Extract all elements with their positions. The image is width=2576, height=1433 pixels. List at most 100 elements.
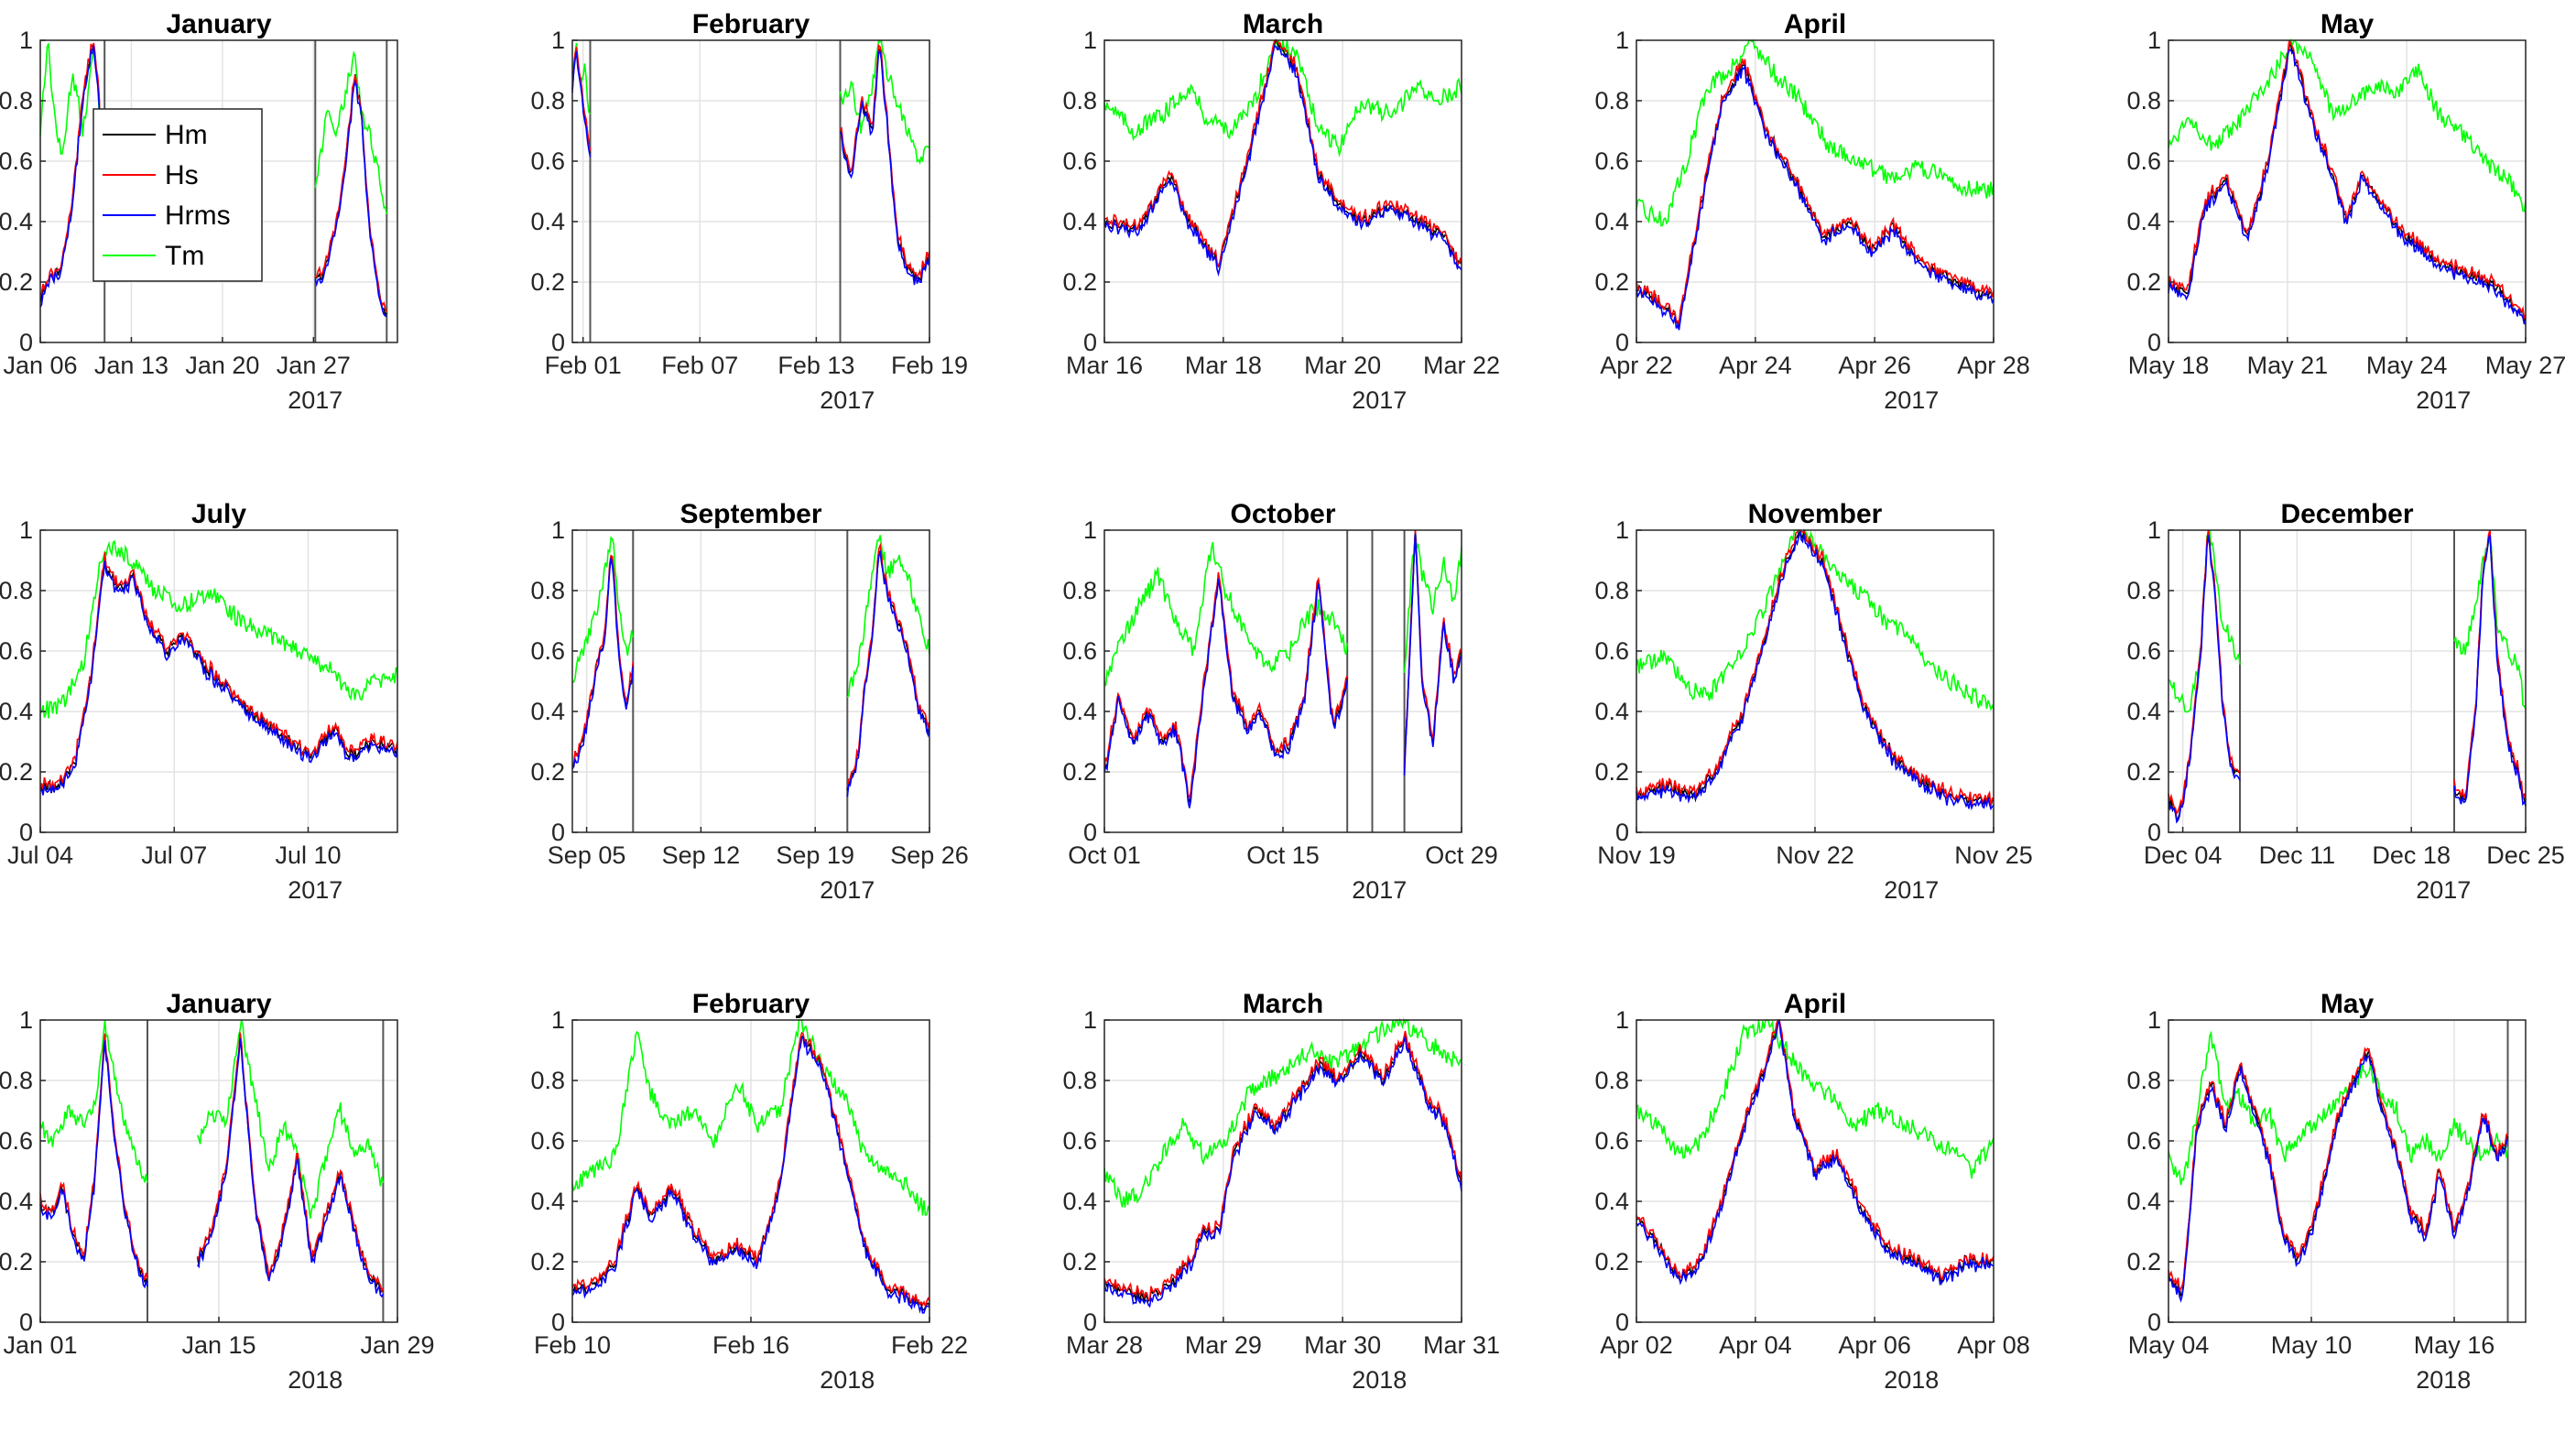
x-tick-label: Mar 22 — [1423, 352, 1500, 379]
y-tick-label: 0.6 — [0, 1127, 33, 1155]
y-tick-label: 0 — [1615, 819, 1629, 846]
series-line-hrms — [2453, 535, 2527, 807]
series-line-hs — [2168, 1047, 2509, 1293]
y-tick-label: 0.6 — [530, 637, 565, 665]
x-tick-label: May 18 — [2128, 352, 2210, 379]
y-tick-label: 0.4 — [0, 698, 33, 725]
year-label: 2018 — [1352, 1366, 1407, 1394]
legend-label: Hm — [165, 120, 208, 150]
panel-title: February — [692, 9, 810, 39]
legend-box — [92, 108, 263, 282]
panel-9: 0 0.2 0.4 0.6 0.8 1 Dec 04 Dec 11 Dec 18 Dec 25 20… — [2126, 499, 2564, 904]
panel-6: 0 0.2 0.4 0.6 0.8 1 Sep 05 Sep 12 Sep 19 Sep 26 20… — [530, 499, 968, 904]
x-tick-label: Apr 08 — [1957, 1331, 2030, 1359]
x-tick-label: Jan 27 — [277, 352, 351, 379]
series-line-tm — [1103, 542, 1348, 687]
y-tick-label: 0.6 — [2126, 1127, 2161, 1155]
y-tick-label: 0.8 — [1062, 87, 1097, 114]
x-tick-label: Mar 28 — [1066, 1331, 1143, 1359]
series-line-hs — [1636, 1019, 1994, 1281]
y-tick-label: 0.8 — [2126, 1067, 2161, 1094]
axes-box — [1103, 1019, 1462, 1323]
panel-2: 0 0.2 0.4 0.6 0.8 1 Mar 16 Mar 18 Mar 20 Mar 22 20… — [1062, 9, 1500, 414]
y-tick-label: 0.4 — [2126, 698, 2161, 725]
y-tick-label: 0.2 — [2126, 1248, 2161, 1276]
year-label: 2017 — [820, 876, 875, 904]
y-tick-label: 0.8 — [530, 1067, 565, 1094]
year-label: 2017 — [1352, 876, 1407, 904]
year-label: 2017 — [288, 876, 342, 904]
y-tick-label: 0.4 — [1594, 1188, 1629, 1215]
series-line-hrms — [840, 50, 930, 286]
y-tick-label: 0.2 — [1594, 1248, 1629, 1276]
panel-title: March — [1243, 9, 1323, 39]
series-line-hrms — [196, 1038, 385, 1298]
y-tick-label: 0.6 — [1594, 1127, 1629, 1155]
series-line-hrms — [1103, 44, 1462, 277]
y-tick-label: 0.4 — [0, 1188, 33, 1215]
year-label: 2017 — [1352, 386, 1407, 414]
y-tick-label: 0.2 — [0, 1248, 33, 1276]
plot-area — [1104, 40, 1462, 342]
y-tick-label: 1 — [551, 516, 565, 544]
panel-title: April — [1784, 9, 1846, 39]
x-tick-label: Mar 31 — [1423, 1331, 1500, 1359]
series-line-hs — [571, 554, 635, 766]
y-tick-label: 0 — [551, 819, 565, 846]
y-tick-label: 0.6 — [1594, 637, 1629, 665]
series-line-hrms — [39, 560, 398, 796]
x-tick-label: Sep 26 — [890, 841, 969, 869]
y-tick-label: 0.4 — [2126, 1188, 2161, 1215]
y-tick-label: 0.8 — [1062, 1067, 1097, 1094]
x-tick-label: Feb 10 — [534, 1331, 611, 1359]
series-line-hs — [1103, 571, 1348, 800]
y-tick-label: 0.6 — [2126, 147, 2161, 175]
year-label: 2018 — [2416, 1366, 2471, 1394]
x-tick-label: Apr 06 — [1838, 1331, 1911, 1359]
series-line-hrms — [39, 45, 105, 308]
panel-13: 0 0.2 0.4 0.6 0.8 1 Apr 02 Apr 04 Apr 06 Apr 08 20… — [1594, 989, 2029, 1394]
x-tick-label: Apr 22 — [1600, 352, 1673, 379]
panel-4: 0 0.2 0.4 0.6 0.8 1 May 18 May 21 May 24 May 27 20… — [2126, 9, 2566, 414]
y-tick-label: 0.8 — [0, 87, 33, 114]
series-line-tm — [1636, 528, 1994, 711]
y-tick-label: 0.6 — [2126, 637, 2161, 665]
y-tick-label: 0.2 — [1594, 758, 1629, 786]
legend-label: Tm — [165, 241, 204, 271]
x-tick-label: Mar 29 — [1185, 1331, 1262, 1359]
panel-1: 0 0.2 0.4 0.6 0.8 1 Feb 01 Feb 07 Feb 13 Feb 19 20… — [530, 9, 968, 414]
axes-box — [1636, 39, 1994, 343]
x-tick-label: Sep 19 — [776, 841, 854, 869]
series-line-hrms — [314, 80, 387, 318]
x-tick-label: May 10 — [2271, 1331, 2353, 1359]
panel-7: 0 0.2 0.4 0.6 0.8 1 Oct 01 Oct 15 Oct 29 2017 Octo… — [1062, 499, 1497, 904]
y-tick-label: 0 — [551, 1308, 565, 1336]
axes-box — [39, 529, 398, 833]
x-tick-label: Jul 10 — [275, 841, 341, 869]
x-tick-label: Apr 02 — [1600, 1331, 1673, 1359]
y-tick-label: 0.8 — [0, 577, 33, 604]
y-tick-label: 0.4 — [1062, 1188, 1097, 1215]
series-line-tm — [1103, 1017, 1462, 1208]
series-line-hrms — [571, 1036, 930, 1314]
year-label: 2018 — [820, 1366, 875, 1394]
y-tick-label: 0 — [19, 819, 33, 846]
panel-title: December — [2280, 499, 2413, 529]
x-tick-label: Jan 20 — [185, 352, 259, 379]
y-tick-label: 0.4 — [1062, 208, 1097, 235]
plot-area — [572, 40, 929, 342]
x-tick-label: Oct 15 — [1246, 841, 1320, 869]
year-label: 2017 — [2416, 876, 2471, 904]
y-tick-label: 0 — [2147, 1308, 2161, 1336]
series-line-tm — [2168, 38, 2527, 212]
x-tick-label: Jan 13 — [94, 352, 168, 379]
y-tick-label: 1 — [1083, 516, 1097, 544]
y-tick-label: 1 — [1615, 516, 1629, 544]
plot-area — [2168, 40, 2526, 342]
x-tick-label: Jan 06 — [3, 352, 77, 379]
series-line-tm — [314, 50, 388, 214]
plot-area — [2168, 1020, 2526, 1322]
y-tick-label: 0.4 — [1062, 698, 1097, 725]
x-tick-label: Jan 01 — [3, 1331, 77, 1359]
x-tick-label: Feb 19 — [891, 352, 968, 379]
